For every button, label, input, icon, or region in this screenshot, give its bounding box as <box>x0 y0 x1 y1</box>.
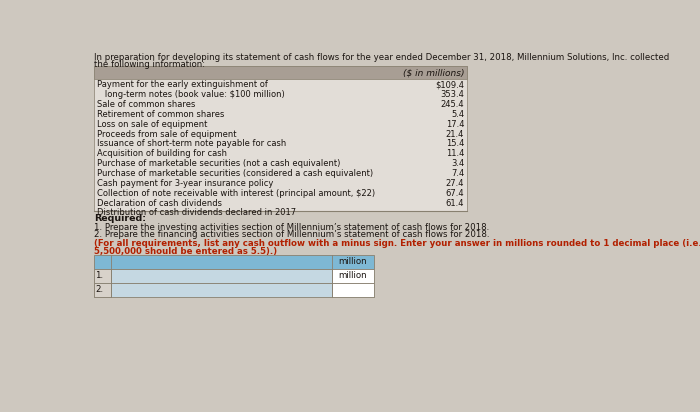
Text: 67.4: 67.4 <box>445 189 464 198</box>
Text: 2. Prepare the financing activities section of Millennium’s statement of cash fl: 2. Prepare the financing activities sect… <box>94 230 489 239</box>
Text: In preparation for developing its statement of cash flows for the year ended Dec: In preparation for developing its statem… <box>94 52 669 61</box>
Text: Collection of note receivable with interest (principal amount, $22): Collection of note receivable with inter… <box>97 189 375 198</box>
Text: 3.4: 3.4 <box>451 159 464 168</box>
Bar <box>94 283 111 297</box>
Text: 245.4: 245.4 <box>440 100 464 109</box>
Text: Issuance of short-term note payable for cash: Issuance of short-term note payable for … <box>97 139 286 148</box>
Text: $109.4: $109.4 <box>435 80 464 89</box>
Text: Proceeds from sale of equipment: Proceeds from sale of equipment <box>97 129 237 138</box>
Bar <box>94 269 111 283</box>
Bar <box>94 255 374 269</box>
Text: 21.4: 21.4 <box>446 129 464 138</box>
Text: ($ in millions): ($ in millions) <box>402 68 464 77</box>
Text: 17.4: 17.4 <box>446 119 464 129</box>
Text: 1.: 1. <box>95 272 104 280</box>
Text: 15.4: 15.4 <box>446 139 464 148</box>
Text: 11.4: 11.4 <box>446 149 464 158</box>
Text: 7.4: 7.4 <box>451 169 464 178</box>
Text: 5.4: 5.4 <box>451 110 464 119</box>
Text: 61.4: 61.4 <box>446 199 464 208</box>
Text: Declaration of cash dividends: Declaration of cash dividends <box>97 199 222 208</box>
Text: Acquisition of building for cash: Acquisition of building for cash <box>97 149 227 158</box>
Bar <box>94 66 468 211</box>
Text: 2.: 2. <box>95 285 104 294</box>
Text: Distribution of cash dividends declared in 2017: Distribution of cash dividends declared … <box>97 208 296 218</box>
Text: million: million <box>339 258 368 267</box>
Text: the following information:: the following information: <box>94 60 205 69</box>
Text: Cash payment for 3-year insurance policy: Cash payment for 3-year insurance policy <box>97 179 273 188</box>
Text: 353.4: 353.4 <box>440 90 464 99</box>
Bar <box>332 269 375 283</box>
Bar <box>332 283 375 297</box>
Text: million: million <box>339 272 368 280</box>
Text: Purchase of marketable securities (considered a cash equivalent): Purchase of marketable securities (consi… <box>97 169 373 178</box>
Text: 27.4: 27.4 <box>446 179 464 188</box>
Text: 1. Prepare the investing activities section of Millennium’s statement of cash fl: 1. Prepare the investing activities sect… <box>94 223 489 232</box>
Text: Sale of common shares: Sale of common shares <box>97 100 195 109</box>
Text: long-term notes (book value: $100 million): long-term notes (book value: $100 millio… <box>97 90 284 99</box>
Text: 5,500,000 should be entered as 5.5).): 5,500,000 should be entered as 5.5).) <box>94 246 276 255</box>
Bar <box>94 269 374 283</box>
Text: Retirement of common shares: Retirement of common shares <box>97 110 224 119</box>
Text: Required:: Required: <box>94 214 146 223</box>
Bar <box>94 283 374 297</box>
Text: Payment for the early extinguishment of: Payment for the early extinguishment of <box>97 80 267 89</box>
Text: Purchase of marketable securities (not a cash equivalent): Purchase of marketable securities (not a… <box>97 159 340 168</box>
Bar <box>94 66 468 79</box>
Text: (For all requirements, list any cash outflow with a minus sign. Enter your answe: (For all requirements, list any cash out… <box>94 239 700 248</box>
Text: Loss on sale of equipment: Loss on sale of equipment <box>97 119 207 129</box>
